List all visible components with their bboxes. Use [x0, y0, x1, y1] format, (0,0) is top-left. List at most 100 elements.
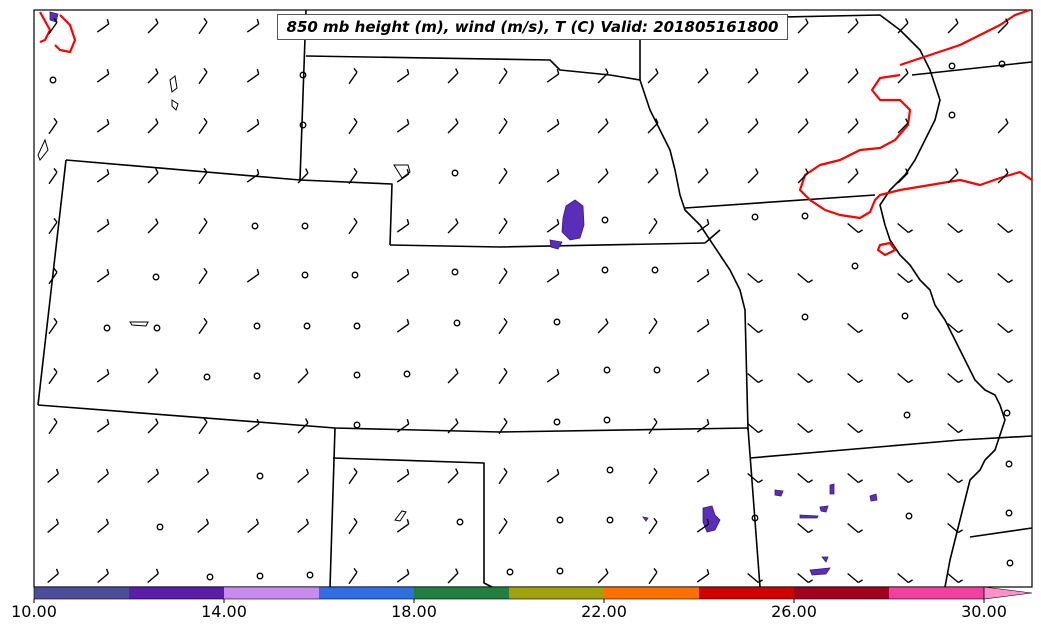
wind-barb-icon	[797, 272, 813, 284]
calm-wind-icon	[253, 322, 261, 330]
calm-wind-icon	[601, 266, 609, 274]
calm-wind-icon	[751, 514, 759, 522]
wind-barb-icon	[348, 117, 358, 135]
wind-barb-icon	[747, 118, 759, 134]
wind-barb-icon	[648, 217, 658, 235]
wind-barb-icon	[697, 168, 709, 184]
wind-barb-icon	[147, 418, 159, 434]
wind-barb-icon	[48, 167, 58, 185]
calm-wind-icon	[653, 366, 661, 374]
wind-barb-icon	[297, 418, 309, 434]
calm-wind-markers	[49, 60, 1014, 581]
wind-barb-icon	[546, 368, 560, 383]
colorbar-tick-label: 18.00	[391, 602, 437, 621]
wind-barb-icon	[246, 418, 260, 433]
wind-barb-icon	[198, 217, 208, 235]
wind-barb-icon	[997, 322, 1013, 334]
wind-barb-icon	[947, 572, 963, 584]
wind-barb-icon	[396, 568, 410, 583]
wind-barb-icon	[947, 422, 963, 434]
wind-barb-icon	[96, 168, 110, 183]
calm-wind-icon	[556, 567, 564, 575]
wind-barb-icon	[447, 118, 459, 134]
wind-barb-icon	[348, 517, 358, 535]
calm-wind-icon	[351, 271, 359, 279]
wind-barb-icon	[297, 468, 310, 484]
wind-barb-icon	[96, 18, 110, 33]
wind-barb-icon	[147, 168, 159, 184]
wind-barb-icon	[997, 168, 1009, 184]
wind-barb-icon	[897, 118, 909, 134]
wind-barb-icon	[198, 117, 208, 135]
wind-barb-icon	[597, 68, 609, 84]
wind-barb-icon	[648, 417, 658, 435]
wind-barb-icon	[697, 118, 709, 134]
wind-barb-icon	[696, 268, 710, 283]
colorbar-segment	[319, 587, 414, 599]
wind-barb-icon	[546, 268, 560, 283]
lake-outlines	[37, 75, 411, 522]
wind-barb-icon	[997, 18, 1009, 34]
wind-barb-icon	[348, 217, 358, 235]
wind-barb-icon	[696, 568, 710, 583]
colorbar-tick-label: 22.00	[581, 602, 627, 621]
wind-barb-icon	[696, 368, 710, 383]
wind-barb-icon	[797, 522, 813, 534]
calm-wind-icon	[603, 366, 611, 374]
calm-wind-icon	[553, 418, 561, 426]
wind-barb-icon	[498, 167, 508, 185]
wind-barb-icon	[997, 222, 1013, 234]
wind-barb-icon	[147, 68, 159, 84]
colorbar-segment	[129, 587, 224, 599]
wind-barb-icon	[147, 468, 160, 484]
calm-wind-icon	[301, 271, 309, 279]
wind-barb-icon	[147, 18, 159, 34]
wind-barb-icon	[246, 168, 260, 183]
calm-wind-icon	[905, 512, 913, 520]
wind-barb-icon	[647, 68, 659, 84]
wind-barb-icon	[198, 17, 208, 35]
wind-barb-icon	[647, 168, 659, 184]
wind-barb-icon	[747, 572, 763, 584]
wind-barb-icon	[498, 67, 508, 85]
colorbar-segment	[604, 587, 699, 599]
wind-barb-icon	[847, 222, 863, 234]
wind-barb-icon	[947, 522, 963, 534]
wind-barb-icon	[348, 567, 358, 585]
colorbar-tick-label: 26.00	[771, 602, 817, 621]
wind-barb-icon	[246, 68, 260, 83]
wind-barb-icon	[546, 468, 560, 483]
wind-barb-icon	[797, 68, 809, 84]
wind-barb-icon	[198, 67, 208, 85]
calm-wind-icon	[556, 516, 564, 524]
calm-wind-icon	[603, 416, 611, 424]
wind-barb-icon	[48, 267, 58, 285]
wind-barb-icon	[697, 68, 709, 84]
wind-barb-icon	[947, 322, 963, 334]
wind-barb-icon	[997, 272, 1013, 284]
wind-barb-icon	[47, 568, 60, 584]
wind-barb-icon	[147, 118, 159, 134]
wind-barb-icon	[297, 168, 309, 184]
calm-wind-icon	[299, 121, 307, 129]
calm-wind-icon	[306, 571, 314, 579]
wind-barb-icon	[847, 372, 863, 384]
wind-barb-icon	[797, 572, 813, 584]
wind-barb-icon	[447, 218, 459, 234]
calm-wind-icon	[851, 262, 859, 270]
wind-barb-icon	[797, 18, 809, 34]
wind-barb-icon	[897, 472, 913, 484]
wind-barb-icon	[997, 372, 1013, 384]
wind-barb-icon	[447, 368, 459, 384]
calm-wind-icon	[1003, 409, 1011, 417]
calm-wind-icon	[601, 216, 609, 224]
wind-barb-icon	[897, 68, 909, 84]
wind-barb-icon	[696, 318, 710, 333]
wind-barb-icon	[246, 268, 260, 283]
wind-barb-icon	[648, 317, 658, 335]
calm-wind-icon	[206, 573, 214, 581]
calm-wind-icon	[651, 266, 659, 274]
colorbar	[33, 586, 1033, 603]
wind-barb-icon	[396, 518, 410, 533]
